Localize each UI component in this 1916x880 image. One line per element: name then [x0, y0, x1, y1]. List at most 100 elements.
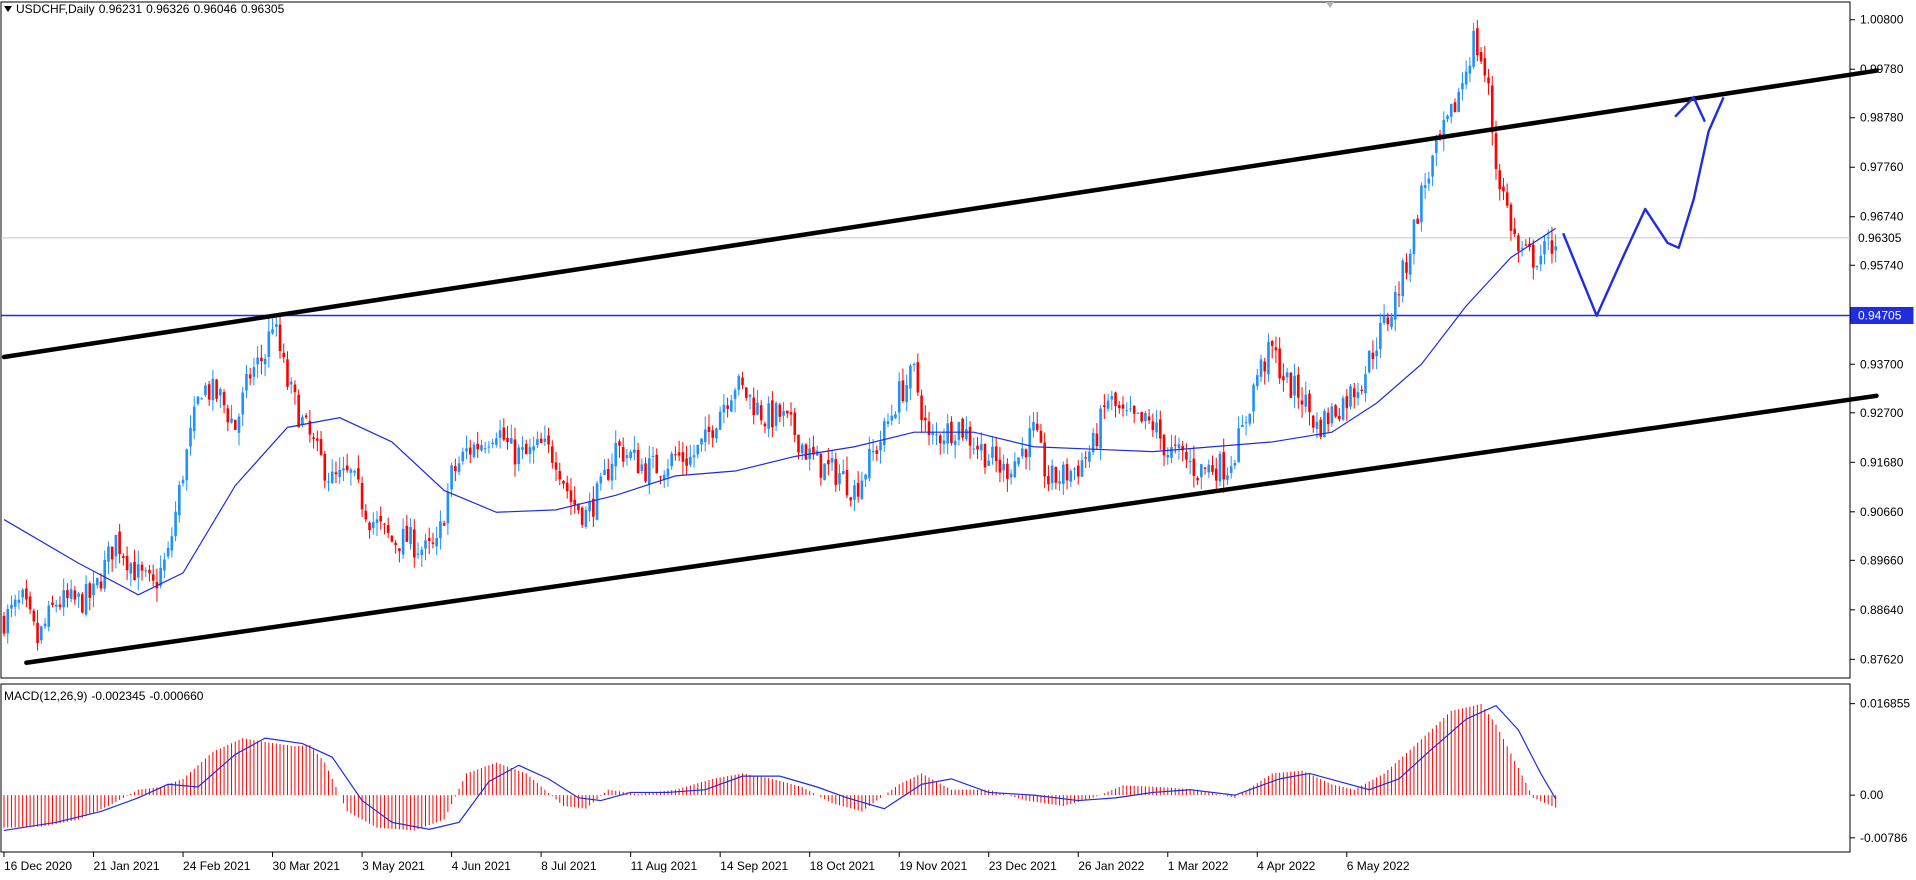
- x-tick-label: 11 Aug 2021: [631, 859, 698, 873]
- candle-body: [215, 379, 218, 399]
- candle-body: [659, 476, 662, 478]
- candle-body: [144, 570, 148, 572]
- candle-body: [1054, 466, 1058, 483]
- candle: [450, 462, 453, 498]
- candle-body: [424, 540, 427, 549]
- candle: [1095, 423, 1099, 451]
- candle: [1554, 234, 1557, 263]
- candle-body: [580, 507, 584, 525]
- candle: [282, 343, 286, 363]
- candle: [588, 492, 591, 522]
- candle-body: [976, 445, 979, 450]
- candle: [823, 463, 826, 481]
- candle: [1006, 458, 1009, 492]
- candle-body: [1364, 374, 1367, 394]
- candle-body: [1062, 464, 1065, 485]
- y-tick-label: 0.89660: [1860, 553, 1904, 567]
- candle: [1185, 443, 1188, 469]
- candle: [741, 371, 744, 390]
- candle: [1255, 368, 1259, 391]
- candle-body: [1405, 262, 1408, 273]
- candle: [845, 456, 849, 499]
- dropdown-triangle-icon[interactable]: [4, 6, 12, 12]
- candle: [1427, 171, 1431, 191]
- candle-body: [1323, 410, 1326, 438]
- candle: [700, 438, 703, 452]
- candle-body: [2, 615, 6, 634]
- candle-body: [1532, 244, 1535, 268]
- candle-body: [1397, 294, 1401, 296]
- candle: [565, 475, 569, 499]
- candle: [148, 565, 151, 582]
- candle: [1244, 415, 1248, 436]
- candle-body: [420, 549, 424, 556]
- candles-group: [2, 20, 1557, 651]
- candle-body: [230, 418, 233, 423]
- candle: [1449, 103, 1453, 124]
- candle: [1476, 20, 1479, 62]
- candle-body: [972, 448, 976, 450]
- candle-body: [192, 406, 196, 432]
- candle: [424, 533, 427, 561]
- candle: [569, 478, 573, 515]
- candle-body: [1248, 413, 1252, 424]
- x-tick-label: 16 Dec 2020: [4, 859, 72, 873]
- candle-body: [1237, 428, 1240, 463]
- candle-body: [689, 456, 692, 465]
- candle: [1050, 459, 1054, 490]
- candle: [994, 437, 998, 473]
- x-tick-label: 18 Oct 2021: [810, 859, 876, 873]
- candle-body: [771, 400, 774, 428]
- candle-body: [1076, 465, 1080, 477]
- candle-body: [968, 426, 972, 446]
- candle-body: [1214, 468, 1218, 481]
- candle: [1502, 177, 1505, 201]
- candle-body: [1375, 350, 1378, 357]
- candle-body: [226, 408, 230, 423]
- candle: [804, 443, 808, 460]
- x-tick-label: 8 Jul 2021: [541, 859, 597, 873]
- candle: [524, 439, 528, 455]
- y-tick-label: 0.93700: [1860, 357, 1904, 371]
- candle: [674, 446, 677, 461]
- candle-body: [1009, 473, 1013, 478]
- candle: [983, 443, 987, 474]
- candle-body: [1517, 235, 1520, 252]
- candle: [293, 380, 297, 405]
- candle-body: [875, 450, 879, 454]
- candle-body: [1479, 52, 1483, 62]
- candle-body: [569, 490, 573, 503]
- candle: [1319, 416, 1322, 440]
- candle: [636, 442, 640, 474]
- candle: [950, 416, 953, 446]
- candle: [912, 362, 916, 372]
- macd-signal-line: [3, 704, 1557, 832]
- macd-y-tick-label: 0.00: [1860, 788, 1884, 802]
- candle: [357, 455, 360, 484]
- candle-body: [1185, 452, 1188, 460]
- candle: [1386, 312, 1390, 332]
- candle-body: [1520, 247, 1524, 249]
- candle-body: [1229, 466, 1233, 473]
- candle: [897, 372, 901, 424]
- candle-body: [21, 589, 24, 598]
- candle: [965, 416, 968, 442]
- candle: [841, 459, 845, 475]
- candle: [1308, 389, 1311, 426]
- candle-body: [1371, 352, 1375, 359]
- candle: [1084, 451, 1087, 469]
- candle: [1132, 405, 1136, 424]
- candle: [789, 402, 793, 426]
- candle: [28, 591, 32, 615]
- candle-body: [1091, 433, 1095, 453]
- candle-body: [1308, 393, 1311, 413]
- candle: [1144, 410, 1147, 430]
- candle-body: [483, 448, 487, 450]
- candle: [1539, 244, 1543, 272]
- candle-body: [1390, 316, 1393, 328]
- candle: [125, 546, 129, 580]
- candle: [136, 550, 140, 591]
- candle-body: [1233, 462, 1237, 466]
- candle: [1397, 281, 1401, 308]
- candle-body: [509, 438, 513, 444]
